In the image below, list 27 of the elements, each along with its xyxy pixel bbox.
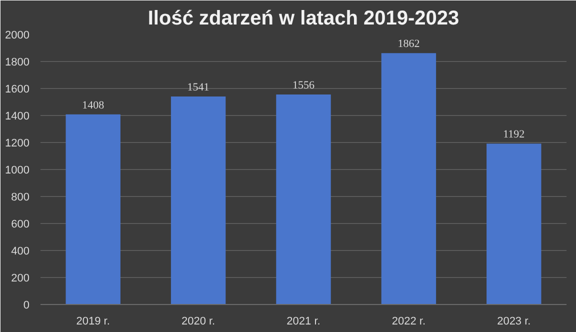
y-tick-label: 1200 (5, 138, 30, 150)
y-tick-label: 400 (11, 246, 30, 258)
x-tick-label: 2021 r. (286, 316, 320, 328)
x-tick-label: 2020 r. (181, 316, 216, 328)
bar (381, 53, 436, 304)
y-tick-label: 1000 (5, 164, 30, 176)
data-label: 1556 (292, 79, 315, 92)
data-label: 1541 (187, 81, 210, 94)
y-tick-label: 1800 (5, 56, 30, 68)
bar (486, 144, 542, 304)
y-tick-label: 1400 (5, 110, 30, 122)
y-tick-label: 200 (11, 272, 30, 284)
x-tick-label: 2023 r. (497, 316, 531, 328)
data-label: 1192 (503, 128, 525, 141)
data-label: 1862 (398, 38, 420, 50)
bar (276, 94, 331, 304)
bar (66, 114, 120, 304)
y-tick-label: 2000 (5, 30, 30, 42)
y-tick-label: 800 (11, 192, 30, 204)
y-tick-label: 600 (11, 218, 30, 230)
x-tick-label: 2022 r. (392, 316, 426, 328)
y-tick-label: 0 (23, 300, 30, 312)
x-tick-label: 2019 r. (76, 316, 110, 328)
chart-title: Ilość zdarzeń w latach 2019-2023 (148, 8, 460, 30)
data-label: 1408 (82, 99, 105, 112)
y-tick-label: 1600 (5, 84, 30, 96)
bar (170, 96, 226, 304)
